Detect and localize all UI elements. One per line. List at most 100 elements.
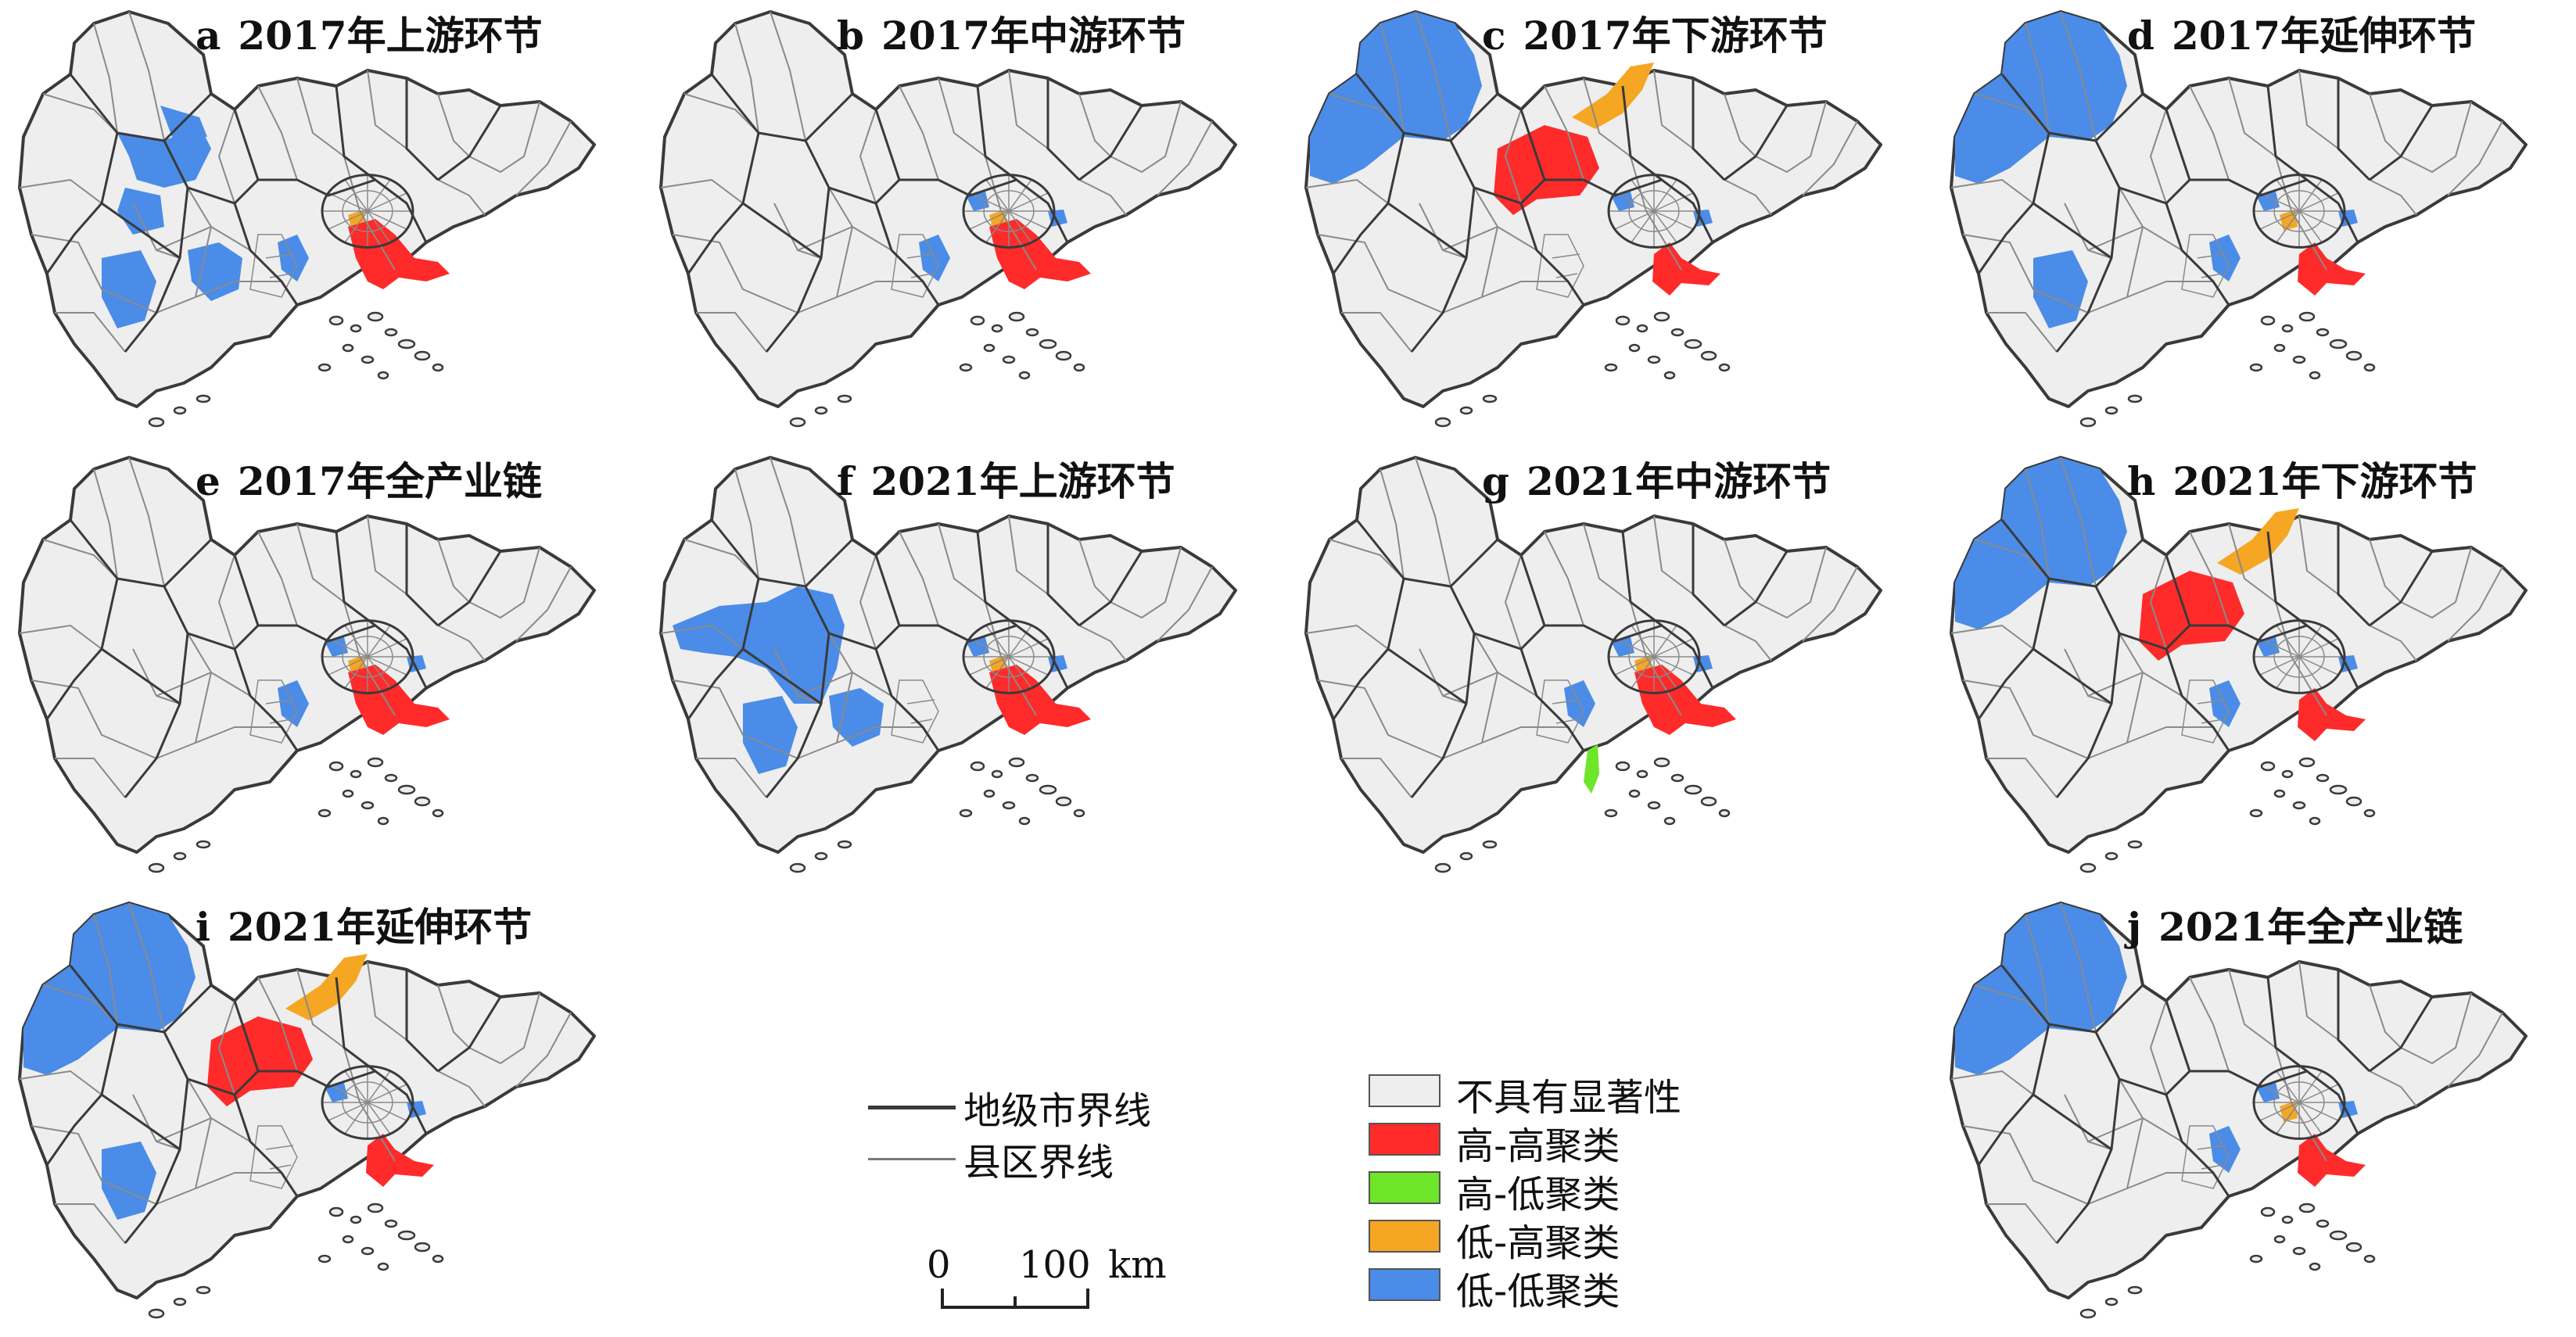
county-boundary xyxy=(1415,11,1451,142)
island xyxy=(1008,311,1025,322)
county-boundary xyxy=(773,203,822,259)
county-boundary xyxy=(2273,190,2325,232)
county-boundary xyxy=(2298,70,2339,149)
county-boundary xyxy=(328,638,368,658)
prefecture-boundary xyxy=(2055,187,2121,353)
county-boundary xyxy=(1504,109,1522,204)
island xyxy=(1615,761,1631,772)
prefecture-boundary xyxy=(2000,965,2144,1034)
panel-title-text: 2017年中游环节 xyxy=(881,13,1186,59)
county-boundary xyxy=(1950,1070,2034,1095)
county-boundary xyxy=(2369,539,2402,603)
county-boundary xyxy=(2181,679,2230,744)
island xyxy=(2298,1203,2316,1213)
prefecture-boundary xyxy=(2055,633,2121,798)
county-boundary xyxy=(770,11,806,142)
region-low-low xyxy=(1310,12,1482,184)
county-boundary xyxy=(1008,515,1049,595)
prefecture-boundary xyxy=(1519,648,1585,751)
island xyxy=(1459,851,1473,861)
county-boundary xyxy=(296,77,345,157)
island xyxy=(814,851,828,861)
prefecture-boundary xyxy=(2266,85,2308,181)
prefecture-boundary xyxy=(233,203,299,306)
county-boundary xyxy=(1583,523,1631,603)
island xyxy=(2292,355,2306,364)
county-boundary xyxy=(2189,531,2230,626)
panel-title-g: g 2021年中游环节 xyxy=(1482,450,1831,507)
island xyxy=(350,324,362,333)
county-boundary xyxy=(983,190,1035,232)
island xyxy=(2079,862,2097,873)
prefecture-boundary xyxy=(687,132,760,274)
prefecture-boundary xyxy=(1977,578,2050,720)
island xyxy=(1663,816,1676,826)
island xyxy=(2260,761,2276,772)
region-low-low xyxy=(102,250,156,328)
county-boundary xyxy=(2181,1125,2230,1189)
map-panel-c: c 2017年下游环节 xyxy=(1286,0,1928,438)
prefecture-boundary xyxy=(2032,647,2112,705)
prefecture-boundary xyxy=(976,531,1017,627)
region-low-high xyxy=(285,954,368,1020)
prefecture-boundary xyxy=(437,550,502,627)
county-boundary xyxy=(128,457,165,587)
island xyxy=(367,757,384,768)
island xyxy=(991,324,1003,333)
prefecture-boundary xyxy=(1410,633,1476,798)
prefecture-boundary xyxy=(101,202,181,260)
county-boundary xyxy=(1157,120,1213,196)
island xyxy=(350,769,362,779)
county-boundary xyxy=(891,234,939,298)
region-low-low xyxy=(188,242,242,301)
island xyxy=(414,796,431,807)
island xyxy=(196,840,211,849)
island xyxy=(2104,1297,2119,1307)
island xyxy=(1434,417,1451,428)
island xyxy=(970,761,985,772)
island xyxy=(2281,324,2294,333)
county-boundary xyxy=(2298,1070,2323,1103)
island xyxy=(2273,343,2286,353)
county-boundary xyxy=(1379,468,1405,579)
county-boundary xyxy=(1614,192,1655,212)
county-boundary xyxy=(132,1094,181,1150)
county-boundary xyxy=(342,636,393,678)
prefecture-boundary xyxy=(938,624,1069,689)
panel-title-h: h 2021年下游环节 xyxy=(2127,450,2477,507)
county-boundary xyxy=(1950,624,2034,650)
county-boundary xyxy=(1552,253,1580,278)
county-boundary xyxy=(2298,210,2323,243)
panel-title-text: 2021年上游环节 xyxy=(870,458,1175,504)
island xyxy=(1002,355,1016,364)
county-boundary xyxy=(367,1102,391,1134)
county-boundary xyxy=(1008,638,1049,658)
island xyxy=(1055,796,1072,807)
county-boundary xyxy=(2276,179,2300,212)
county-boundary xyxy=(2298,192,2339,212)
island xyxy=(1647,355,1661,364)
island xyxy=(196,394,211,403)
island xyxy=(377,371,389,380)
county-boundary xyxy=(128,11,165,142)
panel-title-text: 2017年延伸环节 xyxy=(2171,13,2477,59)
county-boundary xyxy=(367,625,391,658)
county-boundary xyxy=(1653,656,1694,676)
island xyxy=(2298,757,2316,768)
county-boundary xyxy=(2087,1172,2213,1205)
county-boundary xyxy=(156,1172,282,1205)
prefecture-boundary xyxy=(742,202,822,260)
county-boundary xyxy=(1628,636,1680,678)
county-boundary xyxy=(985,210,1010,243)
county-boundary xyxy=(1305,624,1389,650)
county-boundary xyxy=(2025,468,2050,579)
county-boundary xyxy=(1110,101,1182,174)
county-boundary xyxy=(1481,672,1498,744)
island xyxy=(2104,406,2119,415)
county-boundary xyxy=(2276,1102,2300,1134)
county-boundary xyxy=(1628,190,1680,232)
county-boundary xyxy=(985,656,1010,689)
county-boundary xyxy=(437,625,486,661)
island xyxy=(1482,840,1498,849)
county-boundary xyxy=(1653,210,1694,230)
